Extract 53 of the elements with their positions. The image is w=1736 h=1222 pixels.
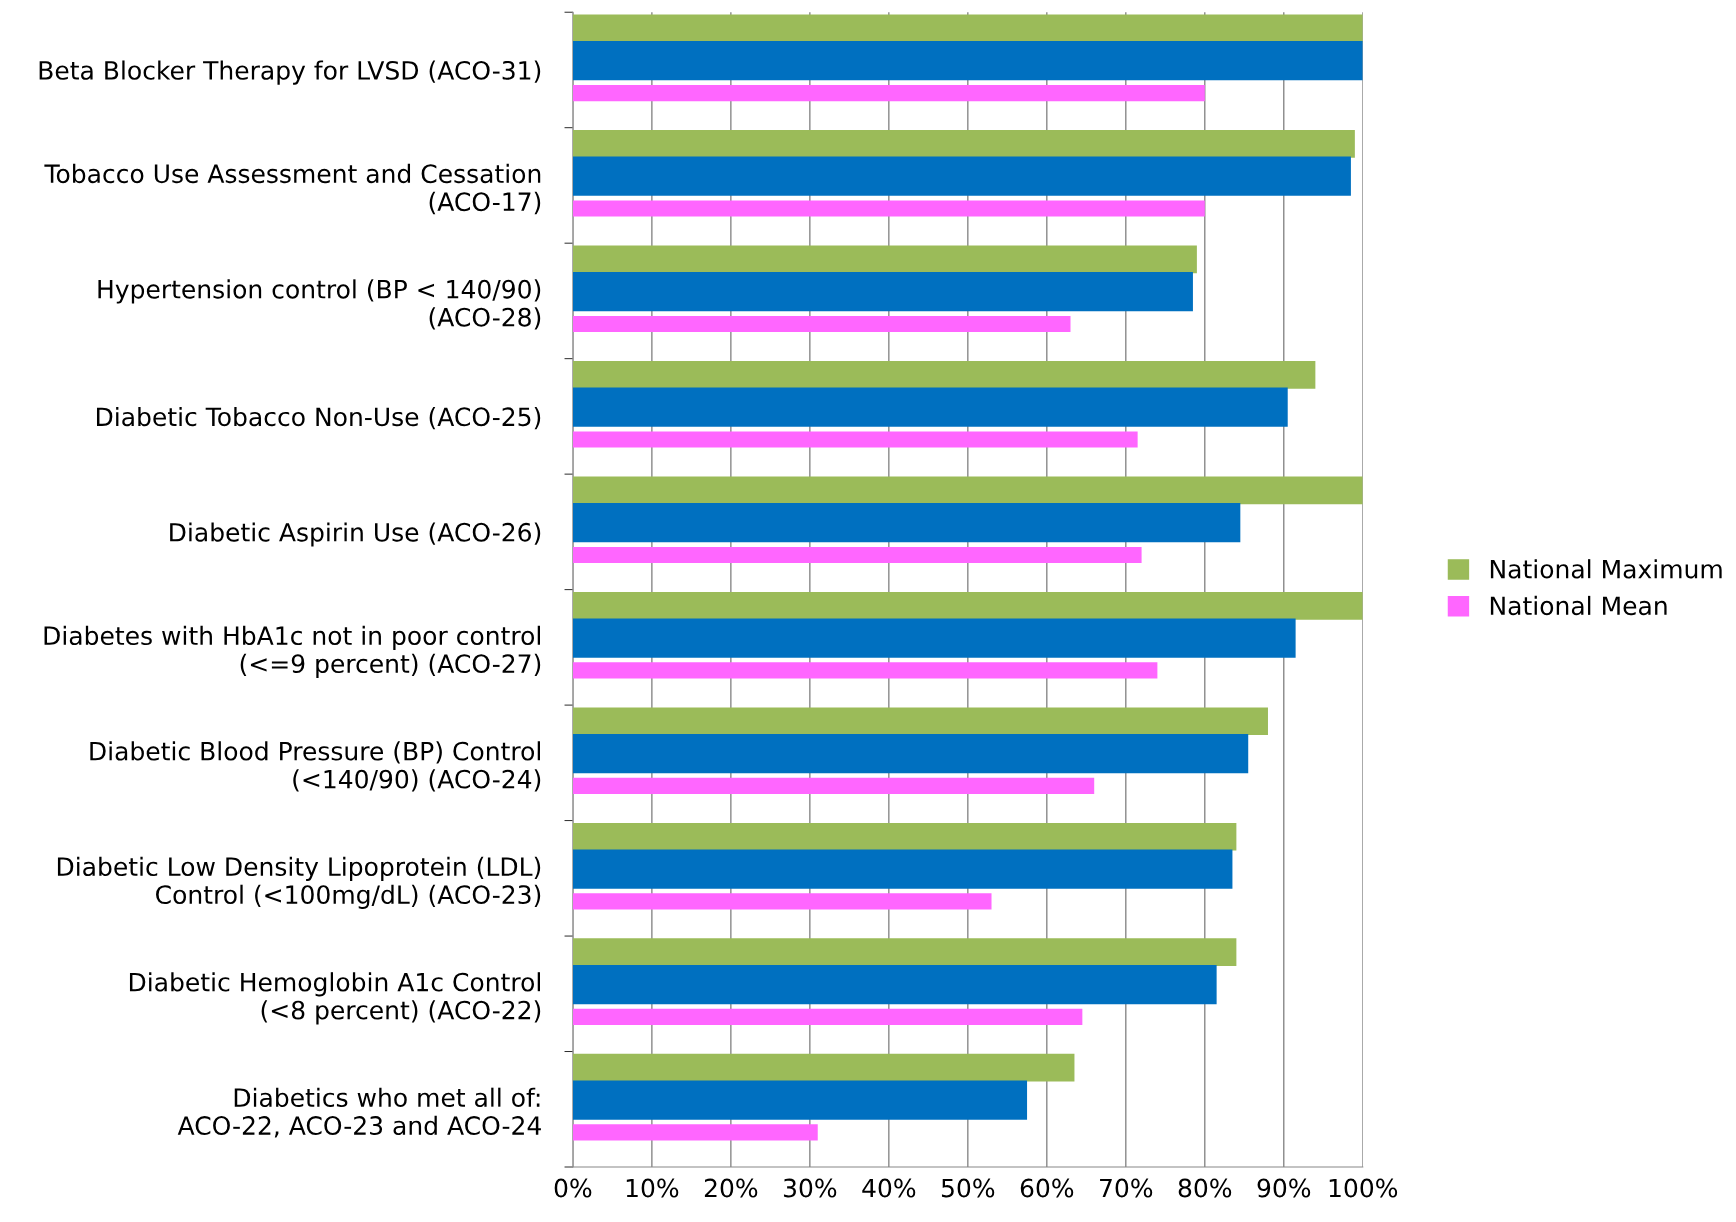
- bar: [572, 387, 1288, 427]
- bar: [572, 315, 1071, 333]
- bar: [572, 272, 1193, 312]
- bar: [572, 777, 1095, 795]
- bar: [572, 938, 1237, 967]
- legend-label: National Maximum: [1490, 559, 1722, 579]
- bar: [572, 431, 1138, 448]
- x-tick-label: 10%: [626, 1178, 679, 1198]
- y-tick-label: Diabetic Hemoglobin A1c Control (<8 percent) (ACO-22): [129, 972, 541, 1025]
- y-tick-label: Diabetes with HbA1c not in poor control (<=9 percent) (ACO-27): [44, 625, 541, 678]
- bar: [572, 41, 1363, 81]
- y-tick-label: Diabetic Aspirin Use (ACO-26): [170, 522, 541, 547]
- y-tick-label: Diabetic Tobacco Non-Use (ACO-25): [96, 406, 541, 430]
- bar: [572, 156, 1351, 196]
- bar: [572, 1008, 1083, 1025]
- bar: [572, 822, 1237, 851]
- y-tick-label: Diabetic Low Density Lipoprotein (LDL) Control (<100mg/dL) (ACO-23): [57, 856, 541, 909]
- bar: [572, 662, 1158, 679]
- bar: [572, 849, 1233, 889]
- bar: [572, 360, 1316, 389]
- bar: [572, 14, 1363, 43]
- bar: [572, 130, 1355, 158]
- bar: [572, 591, 1363, 620]
- y-tick-label: Tobacco Use Assessment and Cessation (ACO-17): [44, 163, 541, 215]
- bar: [572, 84, 1205, 102]
- x-tick-label: 70%: [1100, 1178, 1153, 1198]
- legend-label: National Mean: [1490, 595, 1667, 616]
- bar: [572, 1124, 818, 1141]
- bar: [572, 733, 1249, 774]
- bar: [572, 200, 1205, 217]
- bar: [572, 1053, 1075, 1082]
- x-tick-label: 30%: [783, 1178, 837, 1198]
- bar: [572, 1080, 1028, 1120]
- bar: [572, 964, 1217, 1005]
- x-tick-label: 100%: [1329, 1178, 1398, 1198]
- x-tick-label: 0%: [554, 1178, 592, 1198]
- x-tick-label: 60%: [1020, 1178, 1074, 1198]
- x-tick-label: 20%: [704, 1178, 758, 1198]
- x-tick-label: 80%: [1178, 1178, 1232, 1198]
- bar: [572, 893, 992, 910]
- bar: [572, 707, 1268, 736]
- bar: [572, 546, 1142, 564]
- y-tick-label: Diabetic Blood Pressure (BP) Control (<140/90) (ACO-24): [90, 741, 541, 792]
- y-tick-label: Hypertension control (BP < 140/90) (ACO-28): [98, 279, 541, 330]
- y-tick-label: Diabetics who met all of: ACO-22, ACO-23 and ACO-24: [177, 1087, 541, 1138]
- bar: [572, 618, 1296, 658]
- bar: [572, 503, 1241, 543]
- bar: [572, 245, 1197, 274]
- bar: [572, 476, 1363, 505]
- x-tick-label: 90%: [1257, 1178, 1311, 1198]
- x-tick-label: 50%: [941, 1178, 995, 1198]
- x-tick-label: 40%: [862, 1178, 916, 1198]
- y-tick-label: Beta Blocker Therapy for LVSD (ACO-31): [39, 60, 541, 85]
